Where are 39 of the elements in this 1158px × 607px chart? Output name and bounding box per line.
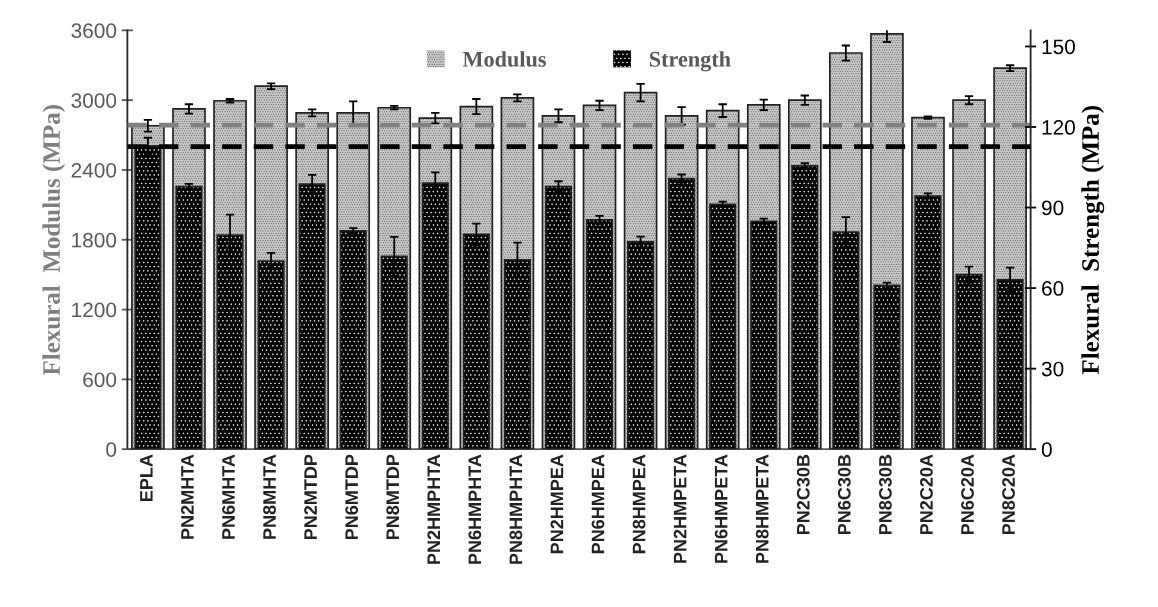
x-tick-label: PN8HMPEA bbox=[632, 454, 646, 554]
x-tick-label: PN2HMPETA bbox=[673, 454, 687, 563]
x-tick-label: PN2MTDP bbox=[304, 454, 317, 540]
x-tick-label: PN2HMPHTA bbox=[427, 454, 440, 564]
x-tick-label: PN6MTDP bbox=[345, 454, 359, 540]
x-tick-label: PN6HMPETA bbox=[714, 454, 728, 563]
y-axis-title: Flexural Modulus (MPa) bbox=[42, 105, 66, 376]
x-tick-label: PN8C20A bbox=[1002, 454, 1015, 535]
y2-tick-label: 60 bbox=[1042, 281, 1064, 296]
x-tick-label: PN8MTDP bbox=[386, 454, 400, 540]
x-tick-label: PN6C30B bbox=[837, 454, 851, 535]
y2-axis-title: Flexural Strength (MPa) bbox=[1081, 106, 1105, 375]
y-tick-label: 2400 bbox=[71, 162, 117, 178]
x-tick-label: PN6HMPHTA bbox=[468, 454, 482, 564]
x-tick-label: EPLA bbox=[140, 454, 153, 501]
x-tick-label: PN8C30B bbox=[878, 454, 892, 535]
y2-tick-label: 120 bbox=[1042, 120, 1075, 135]
x-tick-label: PN2C30B bbox=[796, 454, 810, 535]
y-tick-label: 3600 bbox=[71, 23, 117, 39]
x-tick-label: PN6C20A bbox=[961, 454, 974, 535]
x-tick-label: PN2C20A bbox=[920, 454, 933, 535]
y-tick-label: 0 bbox=[106, 442, 117, 457]
x-tick-label: PN2MHTA bbox=[181, 454, 194, 539]
y-tick-label: 3000 bbox=[71, 93, 117, 108]
y2-tick-label: 30 bbox=[1041, 361, 1064, 377]
x-tick-label: PN8HMPETA bbox=[755, 454, 769, 563]
y-tick-label: 1200 bbox=[72, 302, 117, 318]
x-tick-label: PN8HMPHTA bbox=[509, 454, 523, 564]
legend-label: Strength bbox=[649, 51, 731, 72]
y-tick-label: 600 bbox=[83, 372, 117, 388]
legend-label: Modulus bbox=[462, 51, 546, 67]
y2-tick-label: 0 bbox=[1041, 442, 1052, 457]
x-tick-label: PN6MHTA bbox=[222, 454, 235, 539]
y2-tick-label: 90 bbox=[1042, 200, 1064, 216]
x-tick-label: PN2HMPEA bbox=[550, 454, 564, 554]
y-tick-label: 1800 bbox=[72, 232, 117, 248]
x-tick-label: PN6HMPEA bbox=[591, 454, 605, 554]
x-tick-label: PN8MHTA bbox=[263, 454, 276, 539]
y2-tick-label: 150 bbox=[1042, 39, 1075, 55]
